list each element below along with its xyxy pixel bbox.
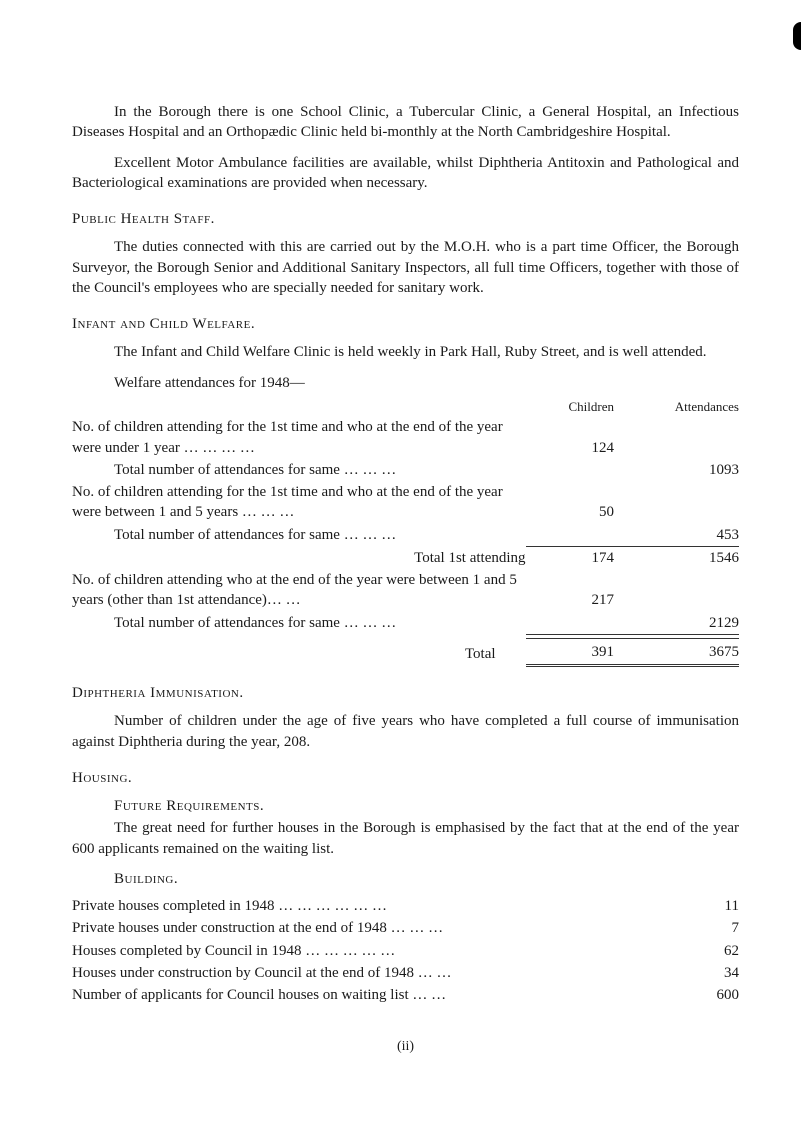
row-label: Total number of attendances for same … ……	[72, 524, 526, 547]
subtotal-attendances: 1546	[614, 546, 739, 569]
heading-future-req: Future Requirements.	[72, 796, 739, 816]
list-value: 600	[646, 984, 739, 1006]
subtotal-label: Total 1st attending	[72, 546, 526, 569]
list-value: 11	[646, 895, 739, 917]
building-list: Private houses completed in 1948 … … … ……	[72, 895, 739, 1006]
subtotal-row: Total 1st attending 174 1546	[72, 546, 739, 569]
list-item: Number of applicants for Council houses …	[72, 984, 739, 1006]
heading-housing: Housing.	[72, 768, 739, 788]
list-label: Private houses under construction at the…	[72, 917, 646, 939]
heading-public-health: Public Health Staff.	[72, 209, 739, 229]
total-label: Total	[72, 638, 526, 665]
table-row: No. of children attending who at the end…	[72, 569, 739, 612]
intro-p2: Excellent Motor Ambulance facilities are…	[72, 153, 739, 194]
list-value: 34	[646, 962, 739, 984]
page-edge-tab	[793, 22, 801, 50]
row-children: 217	[526, 569, 614, 612]
row-children: 124	[526, 416, 614, 459]
row-label: No. of children attending for the 1st ti…	[72, 416, 526, 459]
total-row: Total 391 3675	[72, 638, 739, 665]
list-item: Private houses under construction at the…	[72, 917, 739, 939]
infant-welfare-p: The Infant and Child Welfare Clinic is h…	[72, 342, 739, 362]
row-attendances: 2129	[614, 612, 739, 635]
list-label: Houses completed by Council in 1948 … … …	[72, 940, 646, 962]
table-row: Total number of attendances for same … ……	[72, 459, 739, 481]
row-label: Total number of attendances for same … ……	[72, 459, 526, 481]
list-item: Private houses completed in 1948 … … … ……	[72, 895, 739, 917]
subtotal-children: 174	[526, 546, 614, 569]
housing-p: The great need for further houses in the…	[72, 818, 739, 859]
row-label: No. of children attending who at the end…	[72, 569, 526, 612]
list-value: 62	[646, 940, 739, 962]
welfare-table: Children Attendances No. of children att…	[72, 397, 739, 667]
list-item: Houses under construction by Council at …	[72, 962, 739, 984]
heading-infant-welfare: Infant and Child Welfare.	[72, 314, 739, 334]
row-label: No. of children attending for the 1st ti…	[72, 481, 526, 524]
page-number: (ii)	[72, 1038, 739, 1057]
row-attendances: 453	[614, 524, 739, 547]
list-label: Number of applicants for Council houses …	[72, 984, 646, 1006]
table-row: Total number of attendances for same … ……	[72, 612, 739, 635]
intro-p1: In the Borough there is one School Clini…	[72, 102, 739, 143]
total-attendances: 3675	[614, 638, 739, 665]
table-row: No. of children attending for the 1st ti…	[72, 481, 739, 524]
heading-diphtheria: Diphtheria Immunisation.	[72, 683, 739, 703]
heading-building: Building.	[72, 869, 739, 889]
table-row: Total number of attendances for same … ……	[72, 524, 739, 547]
diphtheria-p: Number of children under the age of five…	[72, 711, 739, 752]
list-label: Houses under construction by Council at …	[72, 962, 646, 984]
row-attendances: 1093	[614, 459, 739, 481]
row-children: 50	[526, 481, 614, 524]
public-health-p: The duties connected with this are carri…	[72, 237, 739, 298]
table-row: No. of children attending for the 1st ti…	[72, 416, 739, 459]
total-children: 391	[526, 638, 614, 665]
col-head-attendances: Attendances	[614, 397, 739, 417]
row-label: Total number of attendances for same … ……	[72, 612, 526, 635]
list-label: Private houses completed in 1948 … … … ……	[72, 895, 646, 917]
list-value: 7	[646, 917, 739, 939]
welfare-subhead: Welfare attendances for 1948—	[72, 373, 739, 393]
list-item: Houses completed by Council in 1948 … … …	[72, 940, 739, 962]
col-head-children: Children	[526, 397, 614, 417]
